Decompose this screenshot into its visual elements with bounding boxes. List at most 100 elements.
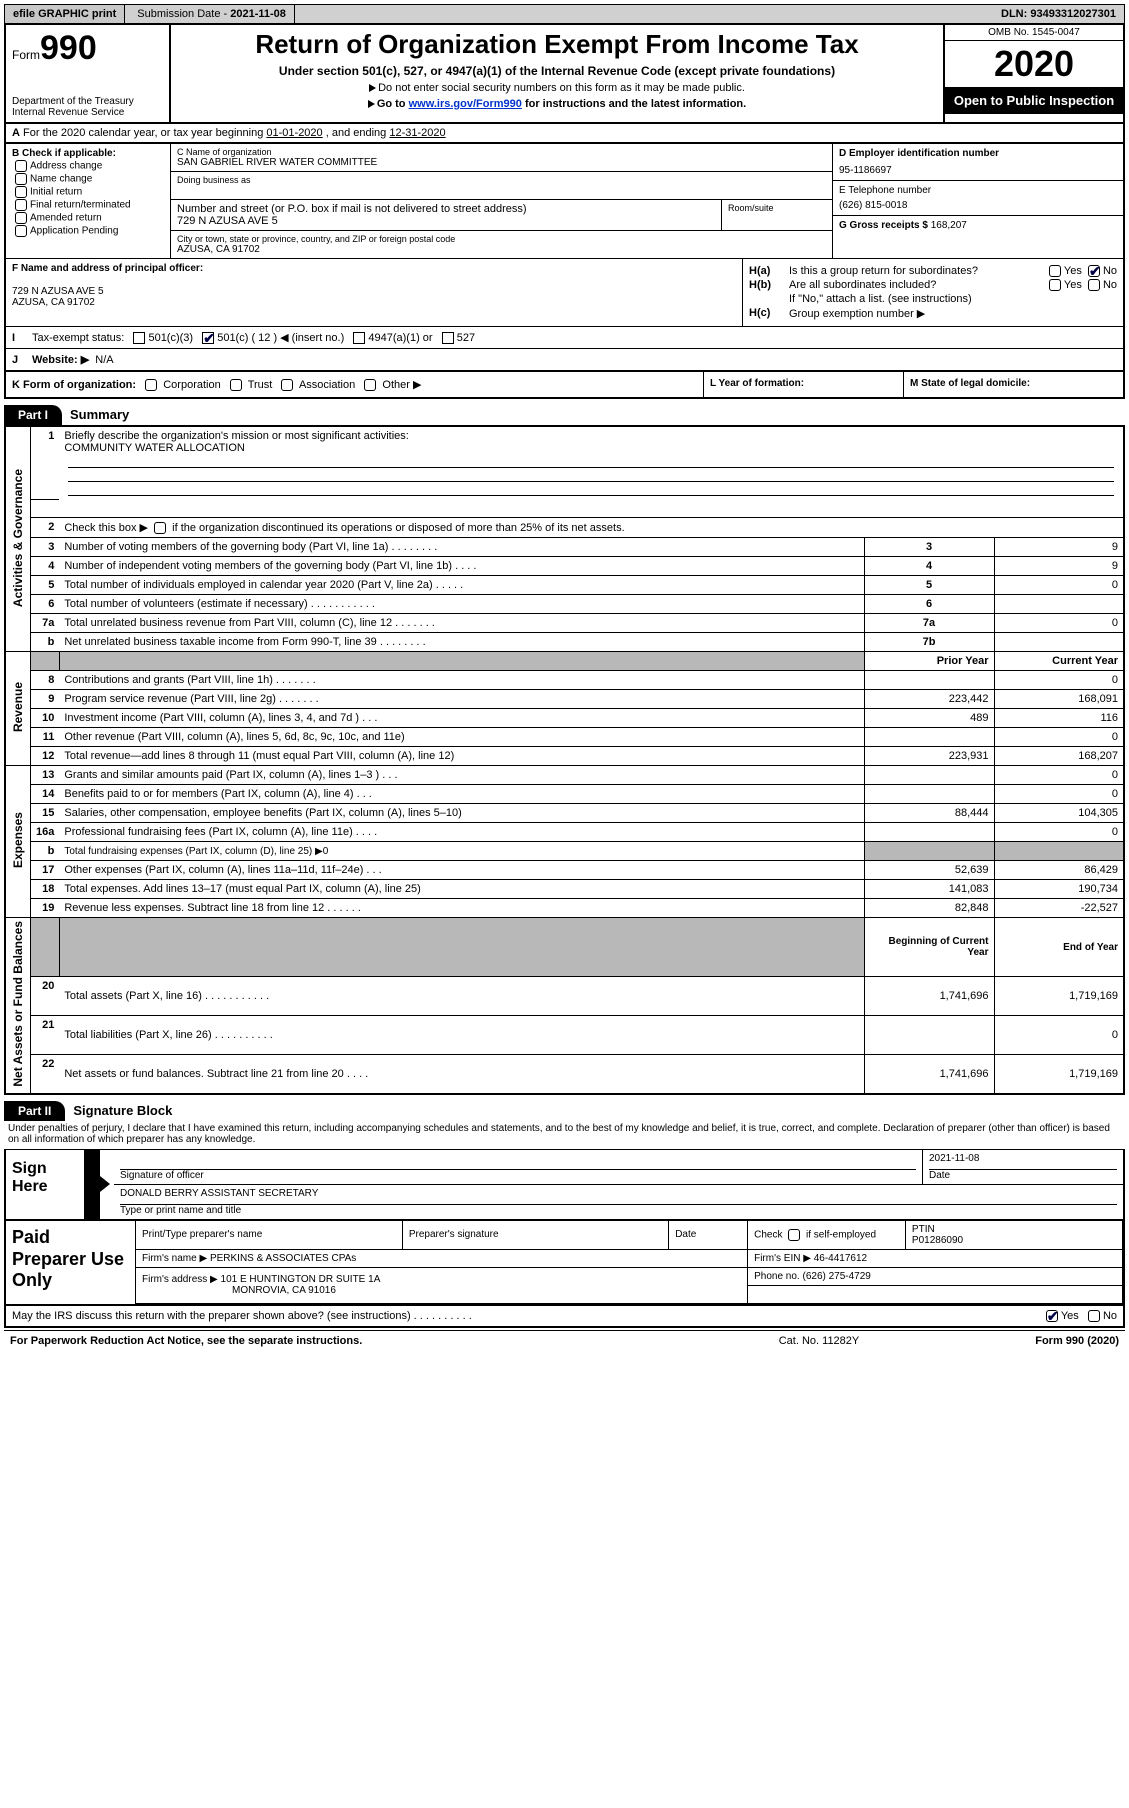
hb-yes[interactable] <box>1049 279 1061 291</box>
group-return: H(a)Is this a group return for subordina… <box>743 259 1123 326</box>
submission-date: Submission Date - 2021-11-08 <box>129 5 295 23</box>
line7a-text: Total unrelated business revenue from Pa… <box>59 614 864 633</box>
line6-val <box>994 595 1124 614</box>
cb-name-change[interactable]: Name change <box>12 173 164 185</box>
cb-final-return[interactable]: Final return/terminated <box>12 199 164 211</box>
discuss-no[interactable] <box>1088 1310 1100 1322</box>
top-bar: efile GRAPHIC print Submission Date - 20… <box>4 4 1125 24</box>
dba: Doing business as <box>171 172 832 200</box>
cb-assoc[interactable] <box>281 379 293 391</box>
line16b: Total fundraising expenses (Part IX, col… <box>59 842 864 861</box>
firm-ein: Firm's EIN ▶ 46-4417612 <box>748 1249 1123 1267</box>
line14: Benefits paid to or for members (Part IX… <box>59 785 864 804</box>
row-a-period: A For the 2020 calendar year, or tax yea… <box>4 124 1125 144</box>
col-current: Current Year <box>994 652 1124 671</box>
line12: Total revenue—add lines 8 through 11 (mu… <box>59 747 864 766</box>
line17: Other expenses (Part IX, column (A), lin… <box>59 861 864 880</box>
tax-exempt-status: ITax-exempt status: 501(c)(3) 501(c) ( 1… <box>4 326 1125 348</box>
part2-title: Signature Block <box>65 1100 180 1121</box>
paid-preparer-label: Paid Preparer Use Only <box>6 1221 136 1304</box>
dept-label: Department of the Treasury Internal Reve… <box>12 96 163 118</box>
line4-text: Number of independent voting members of … <box>59 557 864 576</box>
line13: Grants and similar amounts paid (Part IX… <box>59 766 864 785</box>
row-k: K Form of organization: Corporation Trus… <box>4 372 1125 399</box>
signature-block: Sign Here Signature of officer 2021-11-0… <box>4 1149 1125 1221</box>
principal-officer: F Name and address of principal officer:… <box>6 259 743 326</box>
discuss-text: May the IRS discuss this return with the… <box>12 1310 1043 1322</box>
website: JWebsite: ▶ N/A <box>4 348 1125 372</box>
signature-line: Signature of officer <box>114 1150 923 1184</box>
ha-yes[interactable] <box>1049 265 1061 277</box>
line6-text: Total number of volunteers (estimate if … <box>59 595 864 614</box>
prep-sig-hdr: Preparer's signature <box>402 1221 668 1250</box>
line10: Investment income (Part VIII, column (A)… <box>59 709 864 728</box>
footer: For Paperwork Reduction Act Notice, see … <box>4 1330 1125 1351</box>
form-header: Form990 Department of the Treasury Inter… <box>4 24 1125 124</box>
line4-val: 9 <box>994 557 1124 576</box>
cb-self-employed[interactable] <box>788 1229 800 1241</box>
line16a: Professional fundraising fees (Part IX, … <box>59 823 864 842</box>
ein: D Employer identification number95-11866… <box>833 144 1123 181</box>
cb-amended-return[interactable]: Amended return <box>12 212 164 224</box>
line19: Revenue less expenses. Subtract line 18 … <box>59 899 864 918</box>
part2-header: Part II <box>4 1101 65 1121</box>
cb-corp[interactable] <box>145 379 157 391</box>
cb-trust[interactable] <box>230 379 242 391</box>
city-address: City or town, state or province, country… <box>171 231 832 258</box>
cat-no: Cat. No. 11282Y <box>719 1335 919 1347</box>
discuss-yes[interactable] <box>1046 1310 1058 1322</box>
self-employed: Check if self-employed <box>748 1221 906 1250</box>
tax-year: 2020 <box>945 41 1123 87</box>
firm-phone: Phone no. (626) 275-4729 <box>748 1267 1123 1285</box>
line2: Check this box ▶ if the organization dis… <box>59 518 1124 538</box>
line7b-text: Net unrelated business taxable income fr… <box>59 633 864 652</box>
ptin: PTINP01286090 <box>905 1221 1122 1250</box>
cb-application-pending[interactable]: Application Pending <box>12 225 164 237</box>
irs-link[interactable]: www.irs.gov/Form990 <box>409 98 522 110</box>
summary-table: Activities & Governance 1 Briefly descri… <box>4 425 1125 1095</box>
col-b-checkboxes: B Check if applicable: Address change Na… <box>6 144 171 258</box>
omb-number: OMB No. 1545-0047 <box>945 25 1123 41</box>
sign-arrow-icon <box>86 1150 100 1219</box>
street-address: Number and street (or P.O. box if mail i… <box>171 200 722 230</box>
firm-name: Firm's name ▶ PERKINS & ASSOCIATES CPAs <box>136 1249 748 1267</box>
efile-print-btn[interactable]: efile GRAPHIC print <box>5 5 125 23</box>
cb-527[interactable] <box>442 332 454 344</box>
line7a-val: 0 <box>994 614 1124 633</box>
phone: E Telephone number(626) 815-0018 <box>833 181 1123 216</box>
line20: Total assets (Part X, line 16) . . . . .… <box>59 977 864 1016</box>
signer-name: DONALD BERRY ASSISTANT SECRETARYType or … <box>114 1185 1123 1219</box>
cb-501c[interactable] <box>202 332 214 344</box>
form-subtitle: Under section 501(c), 527, or 4947(a)(1)… <box>179 64 935 78</box>
side-net-assets: Net Assets or Fund Balances <box>5 918 31 1094</box>
cb-address-change[interactable]: Address change <box>12 160 164 172</box>
hb-no[interactable] <box>1088 279 1100 291</box>
side-expenses: Expenses <box>5 766 31 918</box>
line3-val: 9 <box>994 538 1124 557</box>
sign-here-label: Sign Here <box>6 1150 86 1219</box>
line1-value: COMMUNITY WATER ALLOCATION <box>64 442 245 454</box>
year-formation: L Year of formation: <box>703 372 903 397</box>
open-inspection: Open to Public Inspection <box>945 87 1123 114</box>
line15: Salaries, other compensation, employee b… <box>59 804 864 823</box>
state-domicile: M State of legal domicile: <box>903 372 1123 397</box>
room-suite: Room/suite <box>722 200 832 230</box>
form-of-org: K Form of organization: Corporation Trus… <box>6 372 703 397</box>
note-ssn: Do not enter social security numbers on … <box>179 82 935 94</box>
ha-no[interactable] <box>1088 265 1100 277</box>
part1-title: Summary <box>62 404 137 425</box>
gross-receipts: G Gross receipts $ 168,207 <box>833 216 1123 235</box>
line21: Total liabilities (Part X, line 26) . . … <box>59 1016 864 1055</box>
part1-header: Part I <box>4 405 62 425</box>
cb-discontinued[interactable] <box>154 522 166 534</box>
prep-date-hdr: Date <box>669 1221 748 1250</box>
cb-501c3[interactable] <box>133 332 145 344</box>
cb-initial-return[interactable]: Initial return <box>12 186 164 198</box>
cb-other[interactable] <box>364 379 376 391</box>
declaration-text: Under penalties of perjury, I declare th… <box>4 1121 1125 1147</box>
firm-address: Firm's address ▶ 101 E HUNTINGTON DR SUI… <box>136 1267 748 1303</box>
paid-preparer-block: Paid Preparer Use Only Print/Type prepar… <box>4 1221 1125 1306</box>
prep-name-hdr: Print/Type preparer's name <box>136 1221 402 1250</box>
cb-4947[interactable] <box>353 332 365 344</box>
line8: Contributions and grants (Part VIII, lin… <box>59 671 864 690</box>
